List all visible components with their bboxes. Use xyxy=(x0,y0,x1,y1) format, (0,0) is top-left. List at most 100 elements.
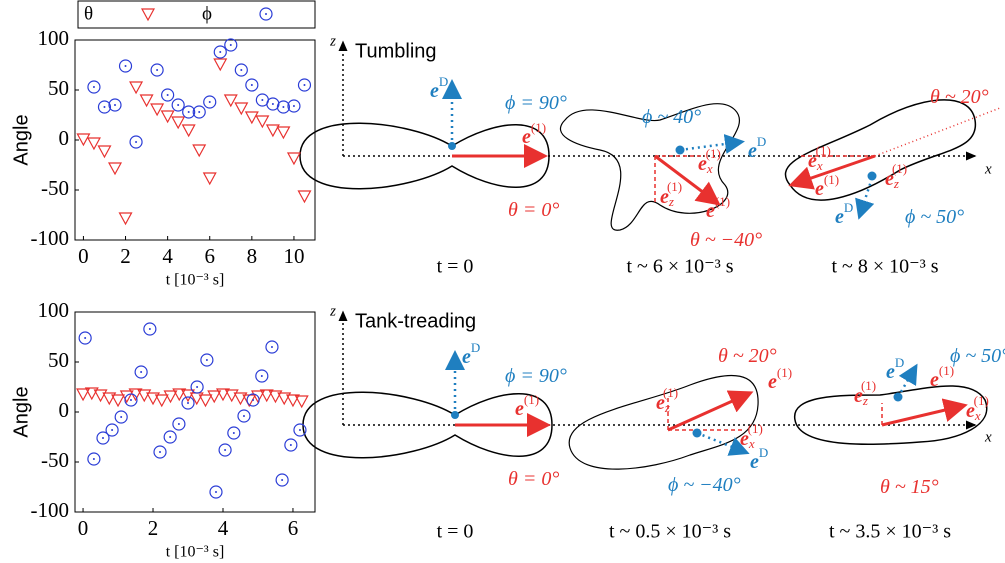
annotation-sup: D xyxy=(844,200,853,215)
annotation: ex(1) xyxy=(808,143,831,173)
annotation: ez(1) xyxy=(660,179,682,209)
marker xyxy=(204,96,216,108)
marker-dot xyxy=(140,371,142,373)
marker-dot xyxy=(219,51,221,53)
annotation-text: ϕ ~ −40° xyxy=(668,474,741,496)
time-label: t ~ 3.5 × 10⁻³ s xyxy=(829,521,951,543)
marker-dot xyxy=(196,386,198,388)
marker xyxy=(106,424,118,436)
marker xyxy=(154,446,166,458)
axis-label: z xyxy=(329,303,336,319)
marker-dot xyxy=(156,69,158,71)
plot-frame xyxy=(75,40,315,240)
annotation-sub: z xyxy=(862,393,868,408)
annotation: ϕ ~ 50° xyxy=(905,206,964,228)
marker-dot xyxy=(215,491,217,493)
annotation-text: e xyxy=(430,80,439,102)
marker-dot xyxy=(102,437,104,439)
marker xyxy=(261,390,273,401)
marker xyxy=(88,138,100,149)
time-label: t ~ 8 × 10⁻³ s xyxy=(832,256,939,278)
annotation: ϕ ~ −40° xyxy=(668,474,741,496)
annotation-sup: (1) xyxy=(706,146,721,161)
annotation-text: e xyxy=(768,371,777,393)
x-tick-label: 0 xyxy=(78,244,89,268)
marker xyxy=(228,427,240,439)
y-tick-label: -50 xyxy=(41,448,69,472)
annotation: e(1) xyxy=(515,392,539,420)
annotation: eD xyxy=(748,134,766,162)
annotation-text: e xyxy=(748,140,757,162)
marker xyxy=(256,370,268,382)
time-label: t = 0 xyxy=(437,256,474,278)
marker-dot xyxy=(114,104,116,106)
annotation: ϕ = 90° xyxy=(505,365,567,387)
marker-dot xyxy=(93,458,95,460)
annotation-sup: D xyxy=(757,134,766,149)
annotation-text: ϕ = 90° xyxy=(505,365,567,387)
marker xyxy=(135,366,147,378)
cell-shape xyxy=(795,386,987,444)
plot-frame xyxy=(75,312,315,512)
annotation-text: θ ~ 20° xyxy=(718,345,777,367)
marker-dot xyxy=(111,429,113,431)
marker xyxy=(276,474,288,486)
annotation: ϕ = 90° xyxy=(505,92,567,114)
marker-dot xyxy=(103,106,105,108)
time-label: t = 0 xyxy=(437,521,474,543)
marker xyxy=(109,163,121,174)
marker xyxy=(130,82,142,93)
marker xyxy=(120,213,132,224)
marker-dot xyxy=(167,94,169,96)
marker-dot xyxy=(159,451,161,453)
marker-dot xyxy=(130,399,132,401)
annotation-sup: (1) xyxy=(861,378,876,393)
marker-dot xyxy=(177,104,179,106)
x-tick-label: 4 xyxy=(218,516,229,540)
marker-dot xyxy=(261,99,263,101)
annotation-text: θ ~ 15° xyxy=(880,476,939,498)
x-tick-label: 2 xyxy=(148,516,159,540)
annotation-sup: (1) xyxy=(824,172,839,187)
marker-dot xyxy=(290,444,292,446)
marker xyxy=(182,397,194,409)
marker xyxy=(98,101,110,113)
annotation: θ ~ 20° xyxy=(718,345,777,367)
marker-dot xyxy=(272,103,274,105)
annotation: eD xyxy=(835,200,853,228)
marker xyxy=(210,486,222,498)
annotation-sup: (1) xyxy=(939,363,954,378)
marker-dot xyxy=(120,416,122,418)
marker xyxy=(246,79,258,91)
x-tick-label: 4 xyxy=(162,244,173,268)
y-tick-label: 100 xyxy=(38,298,70,322)
marker xyxy=(142,9,154,20)
annotation-sup: (1) xyxy=(524,392,539,407)
marker-dot xyxy=(265,13,267,15)
marker xyxy=(183,125,195,136)
annotation-sub: z xyxy=(893,176,899,191)
marker xyxy=(88,453,100,465)
marker xyxy=(172,99,184,111)
x-axis-label: t [10⁻³ s] xyxy=(166,272,225,289)
panel-title: Tank-treading xyxy=(355,310,476,332)
arrow xyxy=(697,433,745,452)
annotation-sup: (1) xyxy=(663,385,678,400)
marker-dot xyxy=(169,436,171,438)
annotation: e(1) xyxy=(768,365,792,393)
annotation-text: e xyxy=(835,206,844,228)
annotation-text: ϕ ~ 40° xyxy=(642,106,701,128)
annotation-sub: z xyxy=(664,400,670,415)
y-axis-label: Angle xyxy=(10,386,32,437)
annotation-text: e xyxy=(522,126,531,148)
axis-label: x xyxy=(984,161,992,177)
annotation-sup: D xyxy=(759,445,768,460)
marker xyxy=(193,145,205,156)
annotation-text: e xyxy=(930,369,939,391)
annotation-sub: z xyxy=(668,194,674,209)
marker xyxy=(151,104,163,115)
annotation: θ ~ 20° xyxy=(930,86,989,108)
marker xyxy=(238,410,250,422)
y-axis-label: Angle xyxy=(10,114,32,165)
marker-dot xyxy=(149,328,151,330)
